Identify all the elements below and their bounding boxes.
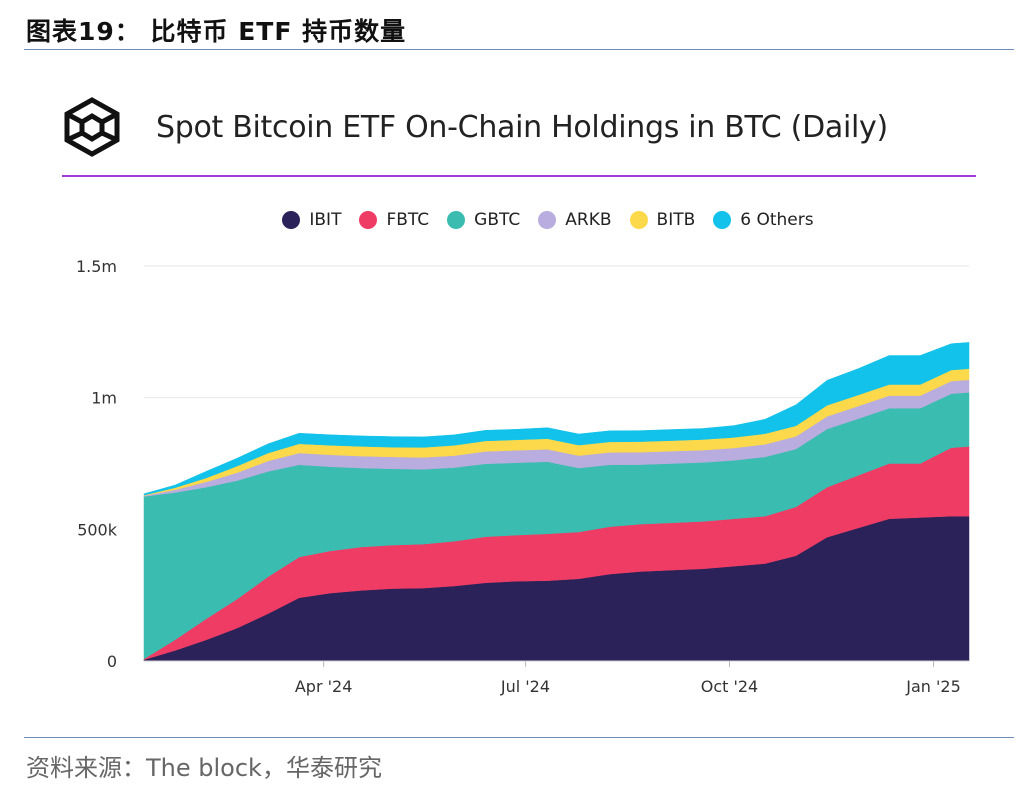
legend-item-ibit[interactable]: IBIT	[282, 210, 341, 230]
legend-swatch	[629, 211, 648, 229]
legend-swatch	[713, 211, 732, 229]
x-tick-label: Jul '24	[500, 677, 550, 696]
y-tick-label: 0	[107, 652, 117, 671]
legend-item-arkb[interactable]: ARKB	[538, 210, 612, 230]
legend-swatch	[359, 211, 378, 229]
legend-swatch	[447, 211, 466, 229]
header-divider	[24, 49, 1014, 50]
x-tick-label: Apr '24	[295, 677, 353, 696]
legend-label: FBTC	[386, 210, 430, 230]
series-area-6-others	[143, 342, 970, 496]
chart-title-divider	[62, 175, 976, 177]
legend-item-6-others[interactable]: 6 Others	[713, 210, 814, 230]
footer-divider	[24, 737, 1014, 738]
legend-label: 6 Others	[740, 210, 814, 230]
source-note: 资料来源：The block，华泰研究	[26, 754, 382, 782]
y-tick-label: 1m	[91, 389, 117, 408]
x-tick-label: Oct '24	[701, 677, 759, 696]
legend-item-gbtc[interactable]: GBTC	[447, 210, 520, 230]
legend-item-fbtc[interactable]: FBTC	[359, 210, 429, 230]
x-tick-label: Jan '25	[905, 677, 961, 696]
legend-swatch	[538, 211, 557, 229]
chart-legend: IBIT FBTC GBTC ARKB BITB 6 Others	[0, 210, 1036, 230]
y-tick-label: 1.5m	[76, 257, 117, 276]
legend-swatch	[282, 211, 301, 229]
legend-label: ARKB	[565, 210, 612, 230]
figure-title: 图表19： 比特币 ETF 持币数量	[26, 17, 407, 46]
legend-item-bitb[interactable]: BITB	[629, 210, 696, 230]
legend-label: BITB	[656, 210, 696, 230]
chart-title: Spot Bitcoin ETF On-Chain Holdings in BT…	[156, 110, 888, 145]
y-tick-label: 500k	[77, 520, 118, 539]
legend-label: IBIT	[309, 210, 342, 230]
the-block-cube-icon	[64, 97, 120, 157]
legend-label: GBTC	[474, 210, 521, 230]
